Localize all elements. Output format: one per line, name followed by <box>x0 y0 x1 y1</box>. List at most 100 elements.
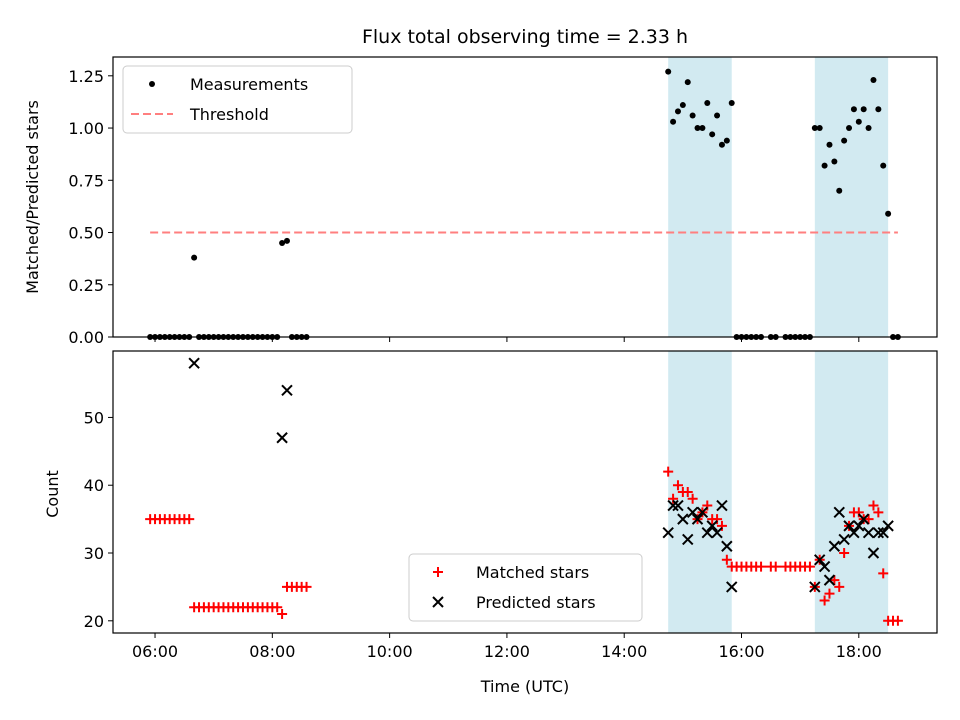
predicted-point <box>848 526 860 539</box>
measurement-point <box>684 79 691 86</box>
predicted-point <box>276 432 288 444</box>
y-tick-label: 0.25 <box>68 276 104 295</box>
observing-band <box>814 57 889 337</box>
x-tick-label: 08:00 <box>249 642 295 661</box>
predicted-point <box>877 526 889 539</box>
measurement-point <box>875 106 882 113</box>
predicted-point <box>823 574 836 586</box>
measurement-point <box>865 125 872 132</box>
top-legend: Measurements Threshold <box>122 65 353 134</box>
measurement-point <box>694 125 701 132</box>
y-tick-label: 20 <box>84 612 104 631</box>
predicted-point <box>828 540 841 552</box>
legend-frame <box>122 65 353 134</box>
matched-point <box>756 561 767 572</box>
matched-point <box>272 602 283 613</box>
matched-point <box>829 575 840 586</box>
predicted-point <box>867 547 880 559</box>
bottom-y-axis-label: Count <box>43 470 62 518</box>
matched-point <box>878 568 889 579</box>
predicted-point <box>716 499 728 512</box>
predicted-point <box>677 513 689 525</box>
predicted-point <box>662 526 674 539</box>
measurement-point <box>836 187 843 194</box>
observing-band <box>668 57 732 337</box>
x-tick-label: 14:00 <box>601 642 647 661</box>
matched-point <box>863 514 874 525</box>
predicted-point <box>696 506 709 519</box>
matched-point <box>839 548 850 559</box>
y-tick-label: 0.50 <box>68 224 104 243</box>
measurement-point <box>714 112 721 119</box>
predicted-point <box>853 520 865 532</box>
predicted-point <box>281 384 293 397</box>
x-tick-label: 10:00 <box>367 642 413 661</box>
measurement-point <box>689 112 696 119</box>
observing-band <box>814 351 889 633</box>
legend-marker-predicted <box>432 596 444 608</box>
predicted-point <box>711 526 723 539</box>
predicted-point <box>843 520 855 532</box>
legend-marker-matched <box>433 567 443 577</box>
measurement-point <box>850 106 857 113</box>
legend-label-threshold: Threshold <box>189 105 269 124</box>
matched-point <box>277 609 288 620</box>
matched-point <box>824 588 835 599</box>
measurement-point <box>709 131 716 138</box>
measurement-point <box>704 99 711 106</box>
matched-point <box>668 493 679 504</box>
chart-title: Flux total observing time = 2.33 h <box>362 26 688 48</box>
predicted-point <box>672 499 684 512</box>
matched-point <box>873 507 884 518</box>
measurement-point <box>699 125 706 132</box>
matched-point <box>184 514 195 525</box>
y-tick-label: 30 <box>84 544 104 563</box>
bottom-plot-frame <box>112 350 938 634</box>
predicted-point <box>838 533 850 546</box>
measurement-point <box>728 99 735 106</box>
measurement-point <box>674 108 681 115</box>
matched-point <box>834 581 845 592</box>
legend-label-measurements: Measurements <box>190 75 308 94</box>
predicted-point <box>862 526 875 539</box>
matched-point <box>712 514 723 525</box>
measurement-point <box>885 210 892 217</box>
measurement-point <box>679 102 686 109</box>
y-tick-label: 0.75 <box>68 171 104 190</box>
predicted-point <box>686 506 699 519</box>
measurement-point <box>860 106 867 113</box>
x-tick-label: 12:00 <box>484 642 530 661</box>
measurement-point <box>831 158 838 165</box>
bottom-panel: 06:00 08:00 10:00 12:00 14:00 16:00 18:00 20 30 4… <box>84 350 938 661</box>
measurement-point <box>279 239 286 246</box>
y-tick-label: 0.00 <box>68 328 104 347</box>
predicted-point <box>726 581 738 593</box>
matched-point <box>702 500 713 511</box>
measurement-point <box>846 125 853 132</box>
matched-point <box>682 487 693 497</box>
matched-point <box>819 595 830 606</box>
top-plot-frame <box>112 56 938 338</box>
matched-point <box>663 466 674 477</box>
measurement-point <box>283 237 290 244</box>
legend-label-predicted: Predicted stars <box>476 593 596 612</box>
predicted-point <box>813 554 826 566</box>
legend-marker-measurements <box>149 81 155 87</box>
measurement-point <box>811 125 818 132</box>
y-tick-label: 40 <box>84 476 104 495</box>
predicted-point <box>857 513 870 525</box>
matched-point <box>716 520 727 531</box>
measurement-point <box>816 125 823 132</box>
measurement-point <box>670 118 677 125</box>
predicted-point <box>706 520 718 532</box>
predicted-point <box>188 357 200 369</box>
matched-point <box>301 581 312 592</box>
predicted-point <box>721 540 733 552</box>
observing-band <box>668 351 732 633</box>
matched-point <box>721 554 732 565</box>
measurement-point <box>723 137 730 144</box>
measurement-point <box>191 254 198 261</box>
top-y-axis-label: Matched/Predicted stars <box>23 100 42 294</box>
legend-label-matched: Matched stars <box>476 563 589 582</box>
